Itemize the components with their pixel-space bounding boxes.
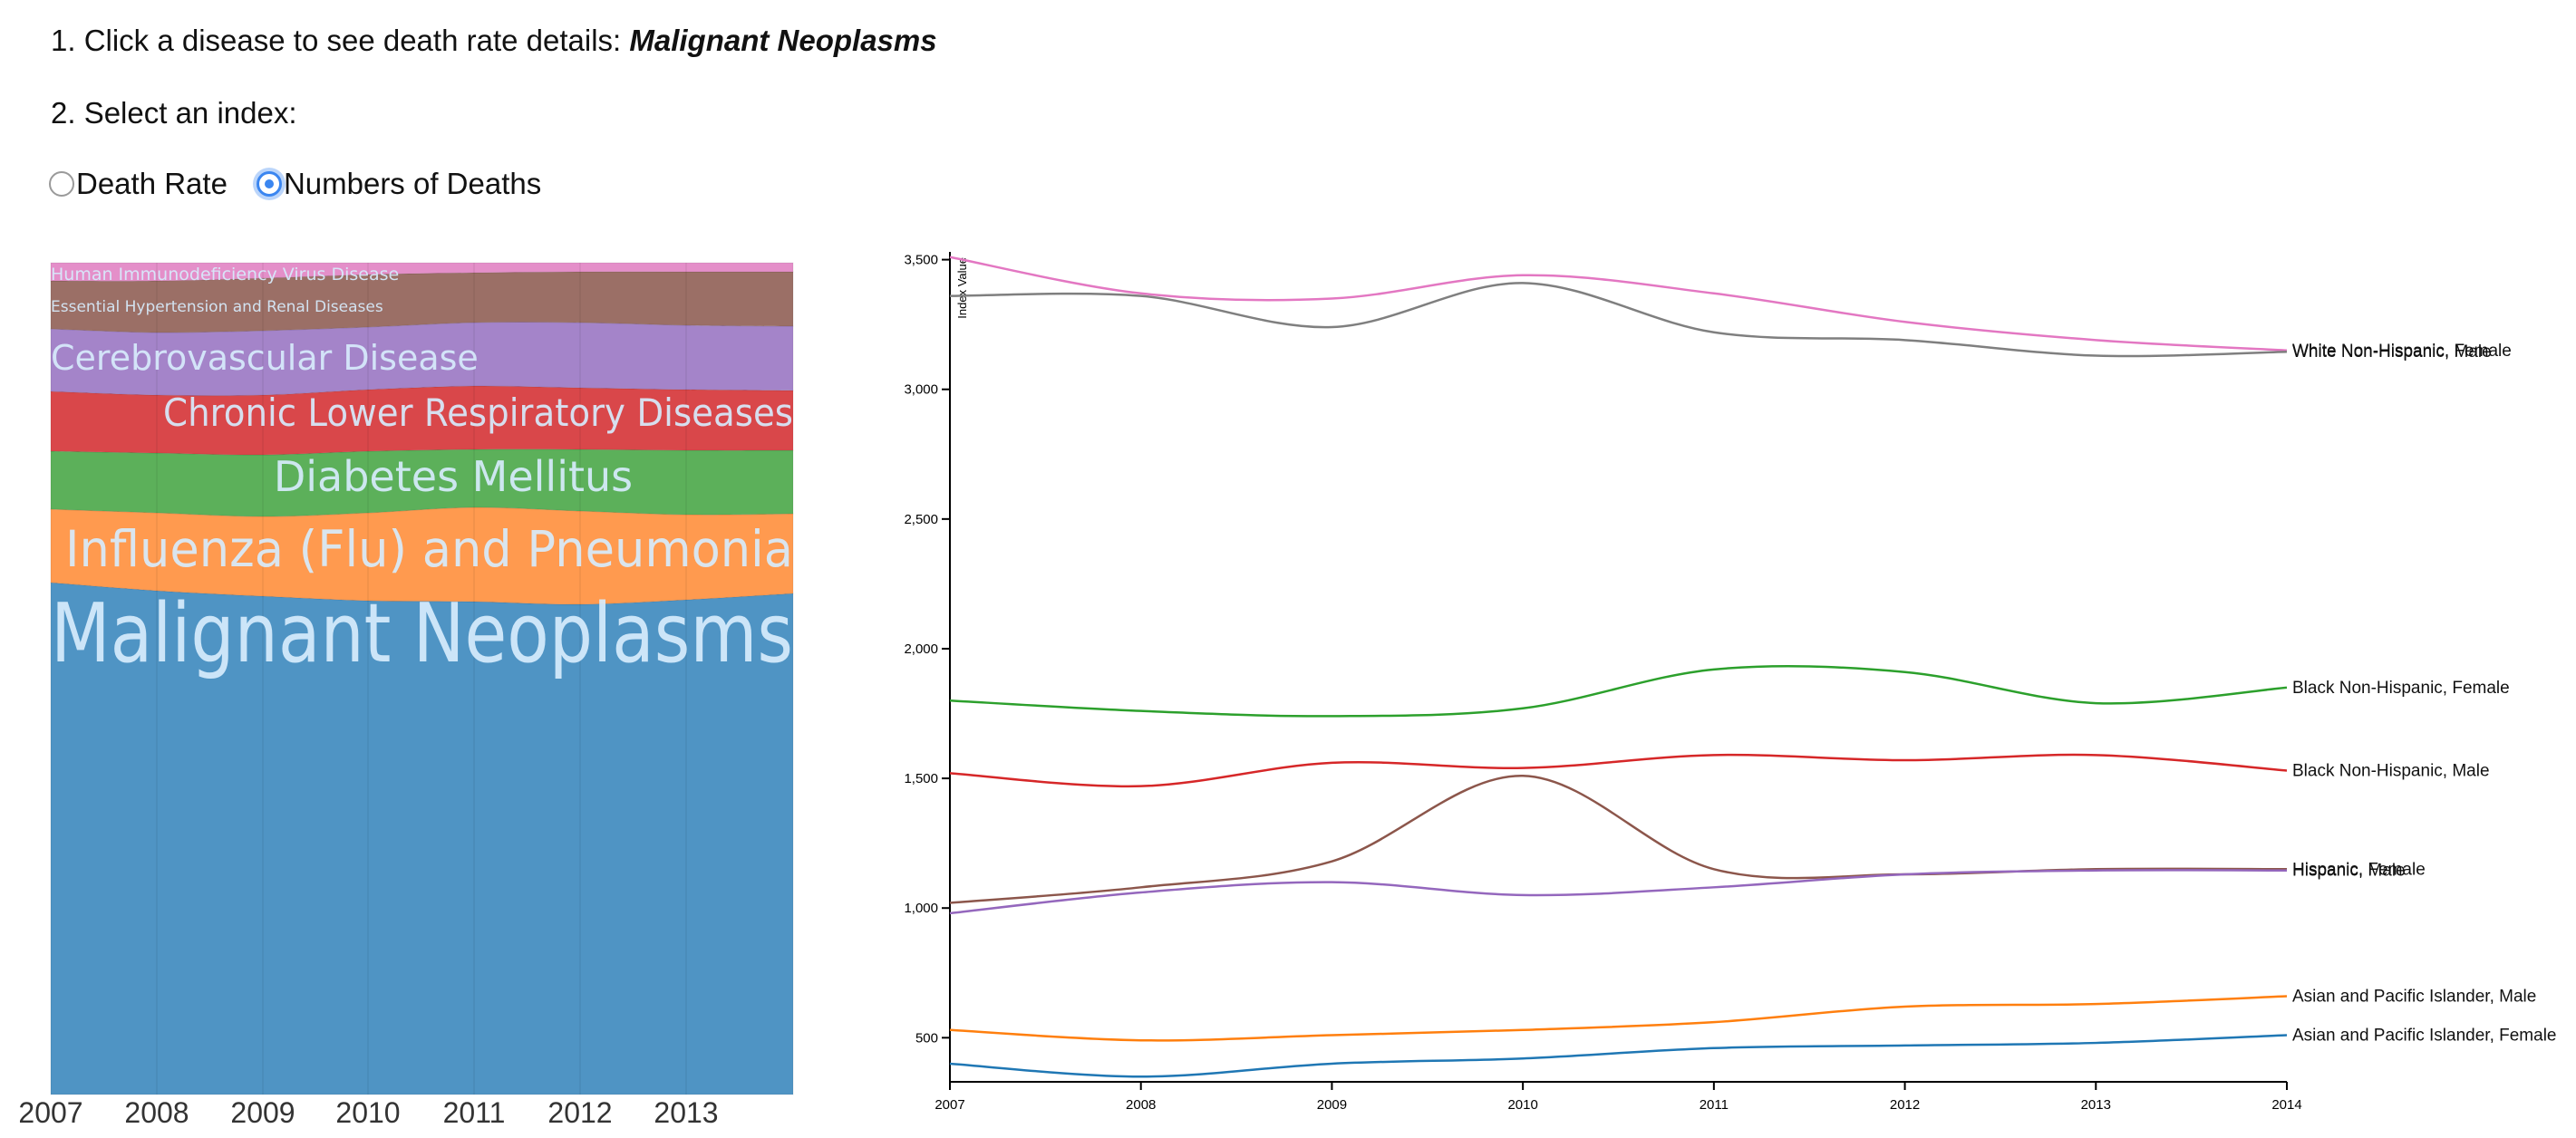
y-tick-label: 2,000 xyxy=(904,641,938,657)
stream-label-chronic-lower-respiratory-diseases[interactable]: Chronic Lower Respiratory Diseases xyxy=(163,391,793,435)
y-tick-label: 500 xyxy=(915,1030,938,1046)
line-black-non-hispanic-male[interactable] xyxy=(949,753,2288,788)
y-tick-label: 2,500 xyxy=(904,512,938,527)
demographic-line-chart: 500 1,000 1,500 2,000 2,500 3,000 3,500 Index V… xyxy=(904,252,2557,1113)
line-label-asian-and-pacific-islander-male: Asian and Pacific Islander, Male xyxy=(2292,988,2536,1007)
line-black-non-hispanic-female[interactable] xyxy=(949,664,2288,718)
stream-x-tick-label: 2007 xyxy=(18,1096,82,1129)
y-tick-label: 3,000 xyxy=(904,382,938,398)
death-rate-label: Death Rate xyxy=(76,167,228,200)
line-hispanic-male[interactable] xyxy=(949,869,2288,915)
stream-x-tick-label: 2013 xyxy=(654,1096,718,1129)
y-tick-label: 1,000 xyxy=(904,901,938,916)
stream-layer-human-immunodeficiency-virus-disease[interactable] xyxy=(50,262,794,282)
x-tick-label: 2008 xyxy=(1126,1097,1156,1113)
y-axis-title: Index Value xyxy=(955,257,969,319)
line-white-non-hispanic-male[interactable] xyxy=(949,282,2288,358)
disease-streamgraph: Malignant Neoplasms Influenza (Flu) and P… xyxy=(18,262,794,1129)
numbers-of-deaths-radio[interactable] xyxy=(256,171,282,197)
index-radio-group: Death Rate Numbers of Deaths xyxy=(49,167,541,201)
line-label-white-non-hispanic-female: White Non-Hispanic, Female xyxy=(2292,342,2512,361)
x-tick-label: 2013 xyxy=(2081,1097,2111,1113)
stream-x-tick-label: 2012 xyxy=(547,1096,612,1129)
stream-label-influenza-flu-and-pneumonia[interactable]: Influenza (Flu) and Pneumonia xyxy=(65,520,793,578)
x-tick-label: 2014 xyxy=(2271,1097,2301,1113)
line-label-hispanic-male: Hispanic, Male xyxy=(2292,862,2406,881)
selected-disease-name: Malignant Neoplasms xyxy=(629,24,937,57)
death-rate-option[interactable]: Death Rate xyxy=(49,167,228,201)
line-hispanic-female[interactable] xyxy=(949,774,2288,904)
step2-prompt: 2. Select an index: xyxy=(51,96,297,130)
stream-label-diabetes-mellitus[interactable]: Diabetes Mellitus xyxy=(274,452,633,501)
line-asian-and-pacific-islander-female[interactable] xyxy=(949,1034,2288,1078)
stream-x-tick-label: 2011 xyxy=(443,1096,506,1129)
stream-label-malignant-neoplasms[interactable]: Malignant Neoplasms xyxy=(51,586,793,681)
step1-prompt: 1. Click a disease to see death rate det… xyxy=(51,24,937,58)
stream-x-tick-label: 2008 xyxy=(124,1096,189,1129)
y-tick-label: 1,500 xyxy=(904,771,938,786)
line-label-black-non-hispanic-male: Black Non-Hispanic, Male xyxy=(2292,762,2490,781)
line-label-hispanic-female: Hispanic, Female xyxy=(2292,860,2426,879)
line-asian-and-pacific-islander-male[interactable] xyxy=(949,995,2288,1042)
stream-label-cerebrovascular-disease[interactable]: Cerebrovascular Disease xyxy=(51,338,479,378)
death-rate-radio[interactable] xyxy=(49,171,74,197)
x-tick-label: 2010 xyxy=(1507,1097,1537,1113)
line-label-white-non-hispanic-male: White Non-Hispanic, Male xyxy=(2292,342,2492,362)
stream-x-tick-label: 2009 xyxy=(230,1096,295,1129)
numbers-of-deaths-option[interactable]: Numbers of Deaths xyxy=(256,167,542,201)
stream-label-essential-hypertension-and-renal-diseases[interactable]: Essential Hypertension and Renal Disease… xyxy=(51,298,383,316)
stream-x-tick-label: 2010 xyxy=(335,1096,400,1129)
x-tick-label: 2007 xyxy=(935,1097,964,1113)
step1-prompt-text: 1. Click a disease to see death rate det… xyxy=(51,24,622,57)
stream-label-human-immunodeficiency-virus-disease[interactable]: Human Immunodeficiency Virus Disease xyxy=(51,265,399,284)
line-white-non-hispanic-female[interactable] xyxy=(949,256,2288,352)
numbers-of-deaths-label: Numbers of Deaths xyxy=(283,167,542,200)
line-label-asian-and-pacific-islander-female: Asian and Pacific Islander, Female xyxy=(2292,1026,2557,1045)
x-tick-label: 2012 xyxy=(1890,1097,1920,1113)
y-tick-label: 3,500 xyxy=(904,253,938,268)
x-tick-label: 2011 xyxy=(1700,1097,1729,1113)
line-label-black-non-hispanic-female: Black Non-Hispanic, Female xyxy=(2292,679,2510,698)
x-tick-label: 2009 xyxy=(1317,1097,1347,1113)
